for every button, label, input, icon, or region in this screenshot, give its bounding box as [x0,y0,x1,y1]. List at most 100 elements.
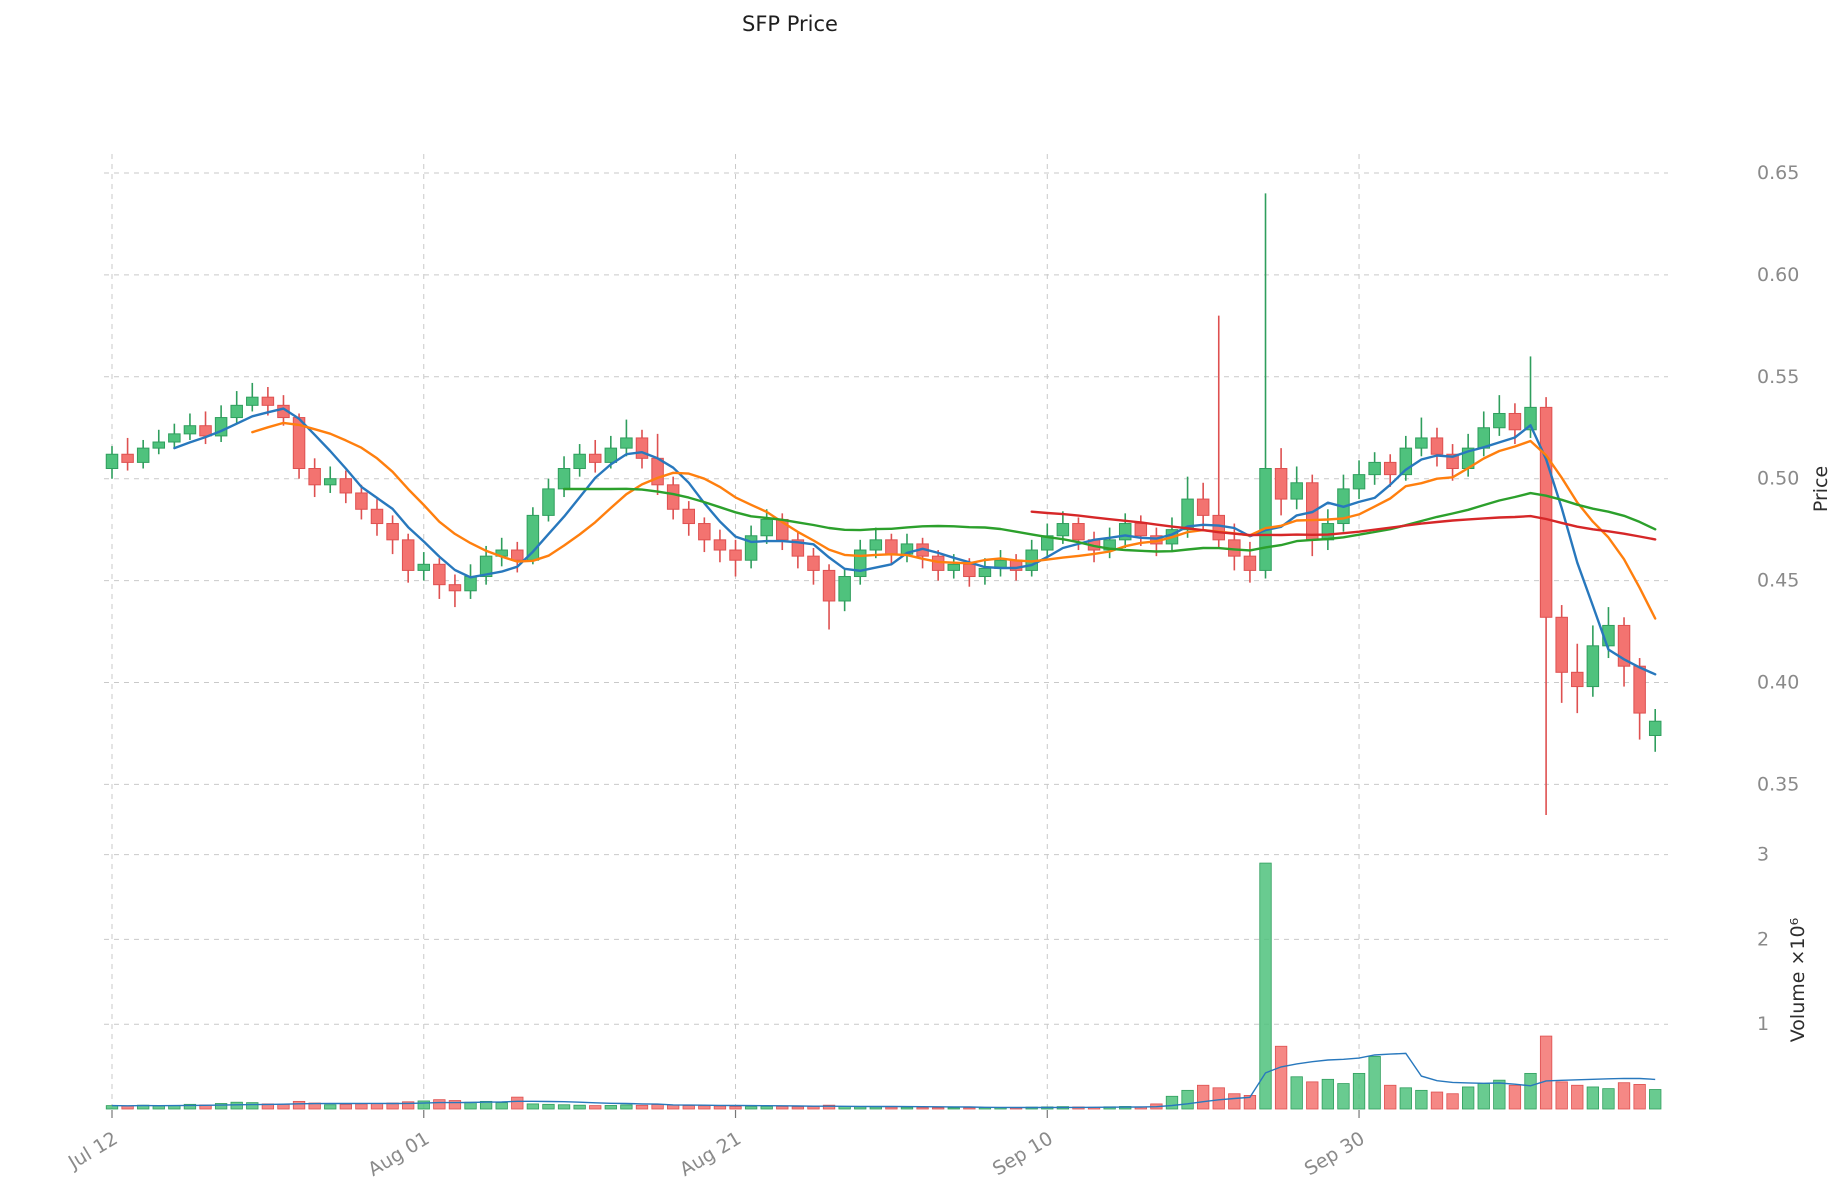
candle-body [1555,616,1568,673]
volume-bar [744,1106,758,1110]
candle-body [261,396,275,406]
candle-body [1243,555,1257,571]
candle-body [308,468,321,486]
volume-bar [1649,1089,1662,1110]
volume-bar [355,1103,368,1110]
volume-bar [1165,1095,1179,1110]
volume-bar [1617,1082,1631,1110]
volume-bar [573,1104,586,1110]
candlestick-series [105,193,1662,815]
volume-bar [277,1103,290,1110]
candle-body [1383,461,1397,476]
candle-body [1103,539,1116,551]
candle-body [1617,624,1631,667]
volume-bars [105,862,1662,1110]
price-tick-label: 0.35 [1757,773,1799,795]
candle-body [1415,437,1428,449]
candle-body [744,535,758,561]
candle-body [1524,406,1537,431]
volume-bar [1508,1084,1522,1110]
volume-tick-label: 1 [1757,1013,1769,1035]
volume-bar [1399,1087,1412,1110]
volume-bar [1415,1089,1428,1110]
volume-bar [1462,1086,1475,1110]
candle-body [885,539,898,555]
candle-body [1368,461,1381,476]
x-tick-label: Aug 21 [676,1127,745,1181]
volume-bar [292,1100,306,1110]
candle-body [1118,523,1132,541]
candle-body [963,563,976,578]
candle-body [1056,523,1070,537]
volume-bar [464,1101,477,1110]
x-tick-label: Jul 12 [64,1127,122,1174]
candle-body [1493,412,1506,429]
volume-bar [1259,862,1272,1110]
candle-body [121,453,134,463]
volume-bar [1571,1084,1584,1110]
volume-bar [776,1106,789,1110]
price-tick-label: 0.65 [1757,162,1799,184]
volume-bar [1243,1095,1257,1110]
candle-body [230,404,243,419]
volume-bar [651,1104,664,1110]
candle-body [542,488,555,516]
candle-body [401,539,415,571]
ma60-line [1030,510,1657,541]
volume-bar [1477,1083,1490,1110]
volume-bar [511,1096,524,1110]
volume-bar [1446,1093,1459,1110]
candle-body [136,447,150,463]
candle-body [1633,665,1646,714]
candle-body [1399,447,1413,476]
volume-bar [1633,1084,1646,1110]
price-tick-label: 0.50 [1757,468,1799,490]
volume-bar [885,1106,898,1110]
volume-bar [402,1101,415,1110]
candle-body [1508,412,1522,431]
candle-body [635,437,649,459]
volume-bar [557,1104,571,1110]
volume-bar [682,1105,695,1110]
volume-bar [1274,1045,1288,1110]
volume-tick-label: 3 [1757,844,1769,866]
candle-body [1259,468,1272,571]
candle-body [698,523,711,541]
candle-body [1430,437,1444,455]
candle-body [511,549,524,561]
volume-bar [1290,1076,1303,1110]
volume-bar [214,1103,228,1110]
volume-bar [448,1100,462,1110]
candle-body [1539,406,1553,618]
candle-body [807,555,820,571]
volume-bar [729,1106,742,1110]
candle-body [1571,671,1584,688]
price-tick-label: 0.40 [1757,672,1799,694]
volume-bar [698,1105,711,1110]
candle-body [417,563,431,571]
volume-bar [1321,1078,1335,1110]
candle-body [1648,720,1662,736]
volume-bar [1337,1083,1350,1110]
volume-bar [370,1103,384,1110]
volume-bar [1368,1056,1381,1110]
volume-bar [1197,1084,1210,1110]
candle-body [620,437,633,449]
candle-body [479,555,493,578]
volume-bar [1228,1093,1241,1110]
volume-bar [433,1099,446,1110]
volume-bar [417,1100,430,1110]
candle-body [1274,468,1288,500]
volume-bar [479,1100,493,1110]
candle-body [666,484,680,510]
volume-bar [1181,1089,1194,1110]
candle-body [1352,474,1366,490]
candle-body [183,425,197,435]
candle-body [339,478,353,494]
candle-body [1290,482,1303,500]
volume-bar [1524,1072,1537,1110]
volume-bar [339,1103,352,1110]
candle-body [355,492,368,510]
x-tick-label: Sep 30 [1301,1127,1369,1180]
volume-bar [869,1106,882,1110]
